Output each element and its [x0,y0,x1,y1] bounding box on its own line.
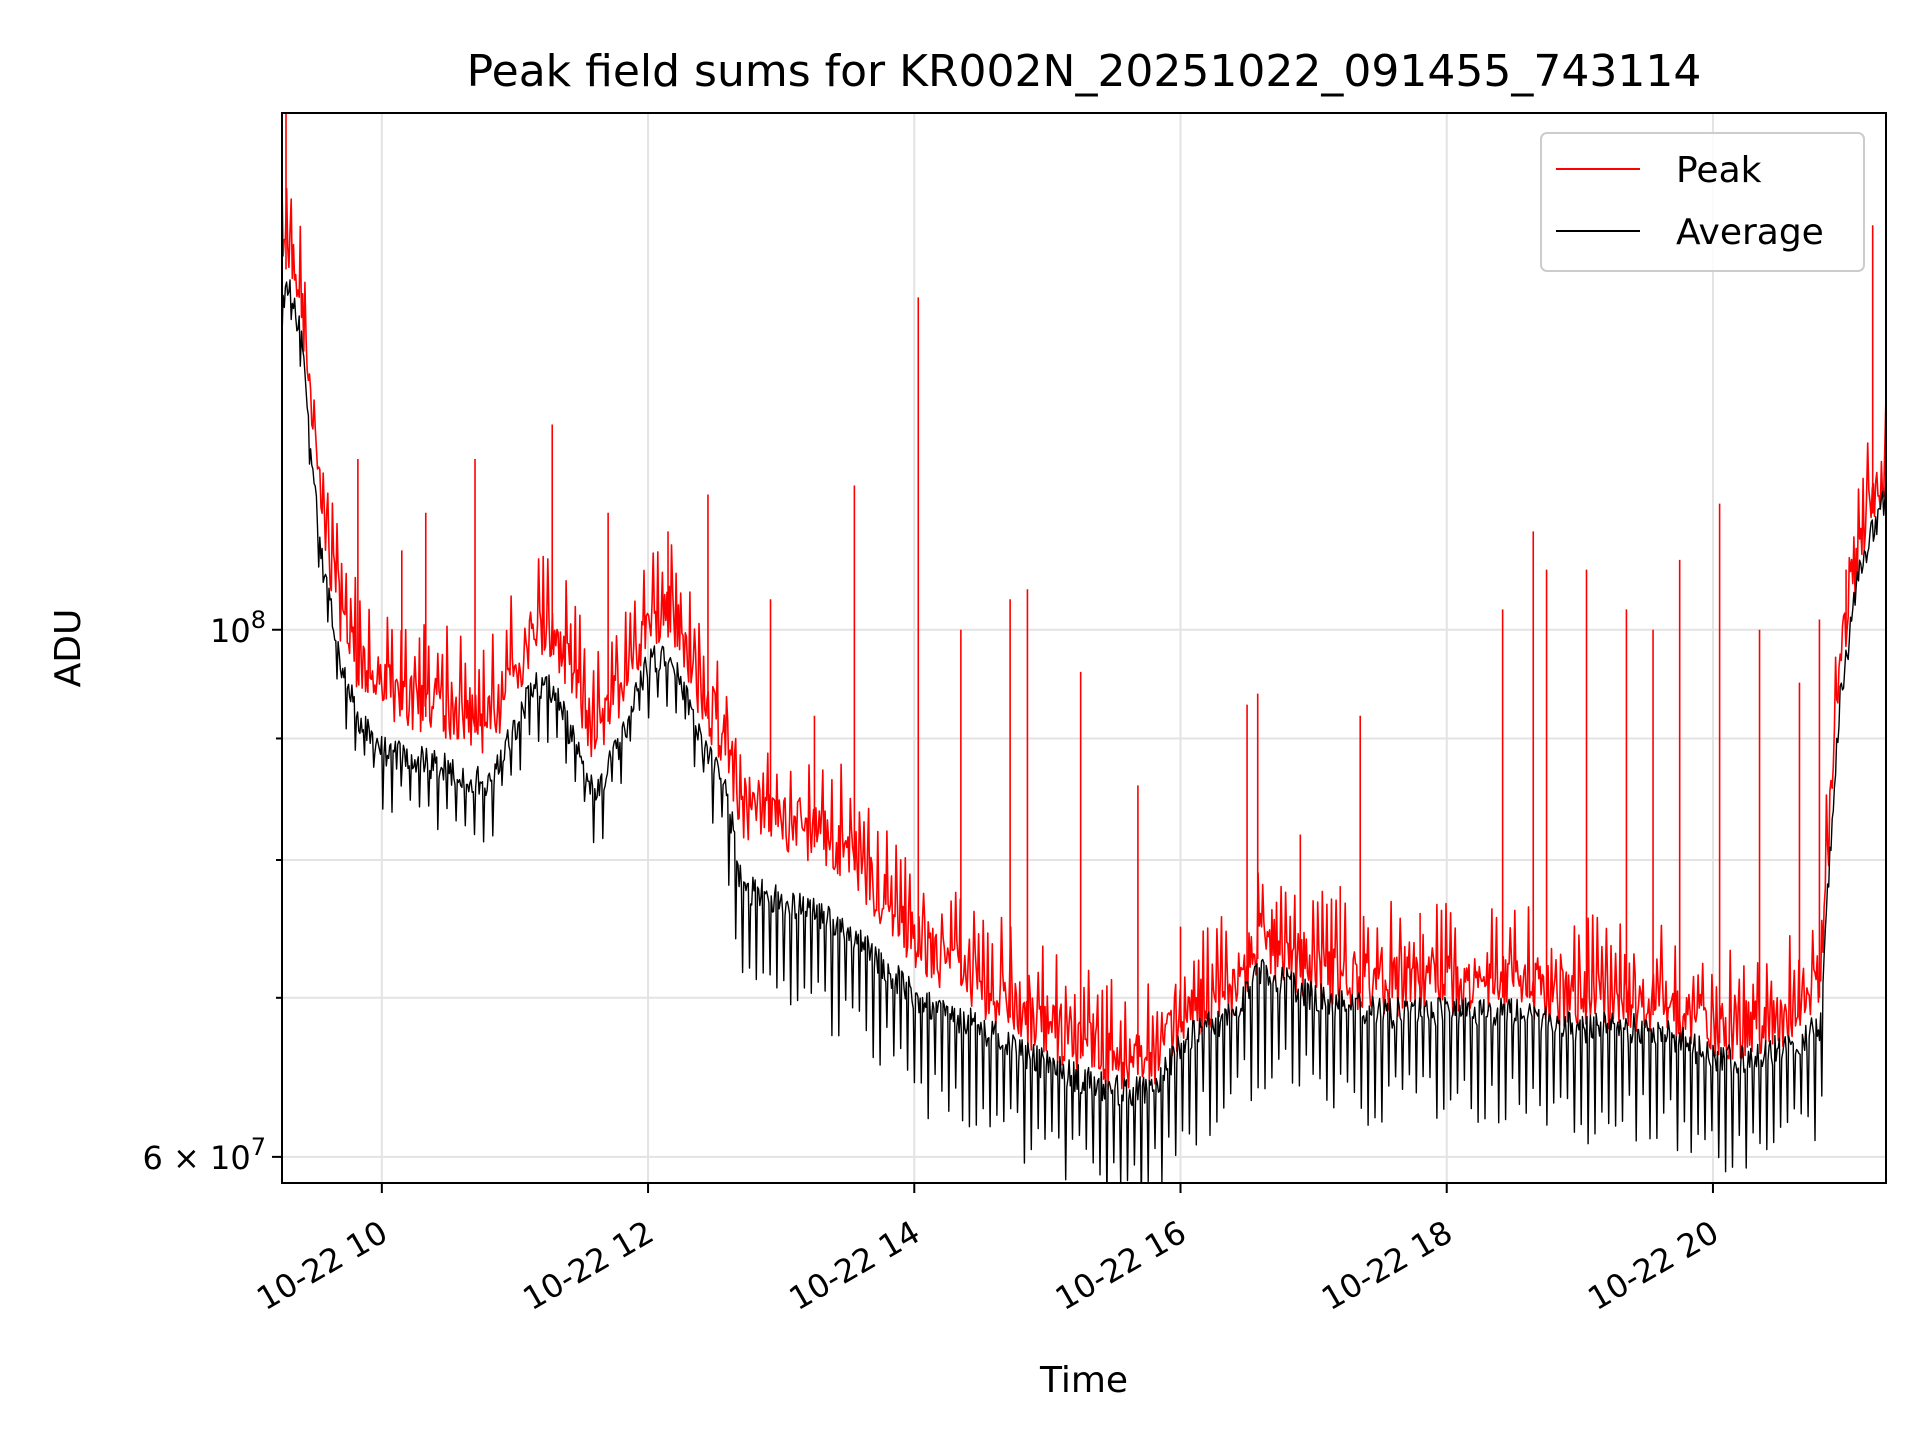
plot-frame [281,112,1887,1184]
x-axis-label: Time [1039,1360,1128,1401]
legend: Peak Average [1540,132,1865,272]
series-line-average [282,279,1886,1183]
legend-label-peak: Peak [1676,150,1762,191]
y-tick-label: 108 [210,606,266,650]
legend-box [1540,132,1865,272]
y-tick-label-exponent: 7 [251,1133,266,1161]
y-tick-label-exponent: 8 [251,606,266,634]
grid [282,113,1886,1183]
legend-label-average: Average [1676,212,1824,253]
y-tick-label-base: 6 × 10 [142,1139,250,1177]
chart-title: Peak field sums for KR002N_20251022_0914… [467,46,1702,97]
y-tick-label: 6 × 107 [142,1133,266,1177]
y-tick-label-base: 10 [210,612,251,650]
y-axis: 6 × 107 108 [142,606,282,1177]
series-line-peak [282,184,1886,1090]
series-layer [282,113,1886,1183]
y-axis-label: ADU [48,609,89,688]
